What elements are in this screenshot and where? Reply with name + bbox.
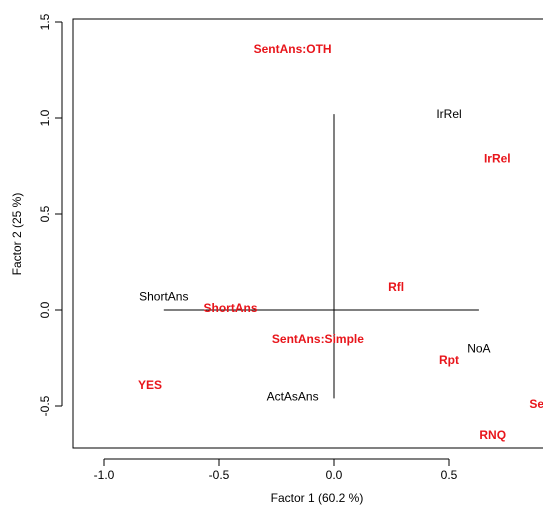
y-tick-label: 0.0 [38, 301, 52, 318]
y-tick-label: 1.0 [38, 109, 52, 126]
black-point-label: ShortAns [139, 290, 188, 304]
red-point-label: RNQ [479, 428, 506, 442]
y-tick-label: 0.5 [38, 205, 52, 222]
y-tick-label: -0.5 [38, 395, 52, 416]
red-point-label: SentAns:OTH [254, 42, 332, 56]
x-tick-label: 0.5 [441, 468, 458, 482]
red-point-label: Rpt [439, 353, 459, 367]
x-tick-label: 0.0 [326, 468, 343, 482]
red-point-label: IrRel [484, 151, 511, 165]
red-point-label: Set [529, 397, 543, 411]
x-tick-label: -1.0 [94, 468, 115, 482]
y-axis-title: Factor 2 (25 %) [10, 193, 24, 276]
plot-box [72, 18, 543, 449]
red-point-label: Rfl [388, 280, 404, 294]
y-tick-label: 1.5 [38, 13, 52, 30]
cross-lines [163, 114, 479, 399]
black-point-label: ActAsAns [267, 389, 319, 403]
black-point-label: NoA [467, 341, 490, 355]
x-ticks: -1.0 -0.5 0.0 0.5 [94, 459, 458, 482]
red-point-label: YES [138, 378, 162, 392]
x-axis-title: Factor 1 (60.2 %) [271, 491, 364, 505]
y-ticks: -0.5 0.0 0.5 1.0 1.5 [38, 13, 62, 416]
x-tick-label: -0.5 [209, 468, 230, 482]
point-labels: IrRel ShortAns NoA ActAsAns SentAns:OTH IrRel… [138, 42, 543, 442]
axis-lines [61, 22, 449, 460]
black-point-label: IrRel [436, 107, 461, 121]
red-point-label: ShortAns [204, 301, 258, 315]
red-point-label: SentAns:Simple [272, 332, 364, 346]
